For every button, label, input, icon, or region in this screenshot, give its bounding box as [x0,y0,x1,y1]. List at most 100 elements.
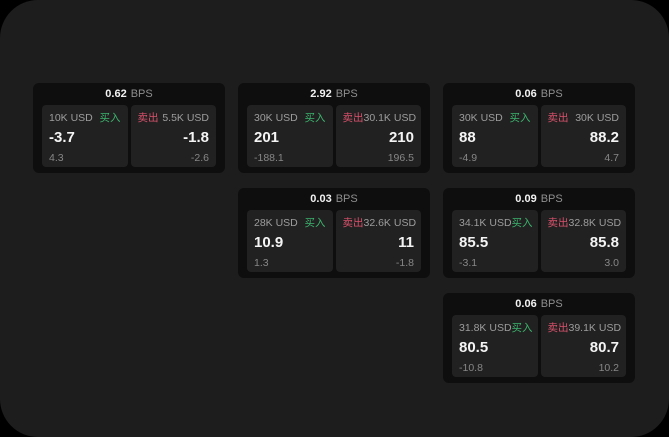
quote-card: 2.92 BPS 30K USD 买入 201 -188.1 卖出 30.1K … [238,83,430,173]
sell-panel-top: 卖出 5.5K USD [138,111,210,125]
bps-unit-label: BPS [540,298,563,310]
quote-panels: 34.1K USD 买入 85.5 -3.1 卖出 32.8K USD 85.8… [452,210,626,272]
sell-side-label: 卖出 [342,217,364,229]
buy-side-label: 买入 [304,217,326,229]
sell-amount: 30K USD [575,112,619,124]
sell-panel-top: 卖出 32.8K USD [547,216,622,230]
quote-panels: 30K USD 买入 88 -4.9 卖出 30K USD 88.2 4.7 [452,105,626,167]
buy-amount: 10K USD [49,112,93,124]
buy-price: 88 [459,129,476,146]
buy-sub-value: -188.1 [254,152,284,164]
bps-value: 0.06 [515,88,537,100]
sell-price: 210 [388,129,414,146]
bps-value: 2.92 [310,88,332,100]
sell-price: 88.2 [589,129,619,146]
sell-panel[interactable]: 卖出 30.1K USD 210 196.5 [335,105,421,167]
bps-header: 0.06 BPS [452,293,626,315]
buy-panel[interactable]: 28K USD 买入 10.9 1.3 [247,210,333,272]
sell-sub-value: -2.6 [190,152,209,164]
sell-panel[interactable]: 卖出 32.8K USD 85.8 3.0 [540,210,626,272]
buy-price: 201 [254,129,280,146]
buy-amount: 30K USD [459,112,503,124]
sell-sub-value: -1.8 [395,257,414,269]
buy-panel[interactable]: 10K USD 买入 -3.7 4.3 [42,105,128,167]
sell-panel[interactable]: 卖出 32.6K USD 11 -1.8 [335,210,421,272]
cards-grid: 0.62 BPS 10K USD 买入 -3.7 4.3 卖出 5.5K USD… [33,83,635,383]
buy-panel[interactable]: 30K USD 买入 201 -188.1 [247,105,333,167]
buy-amount: 34.1K USD [459,217,512,229]
sell-panel[interactable]: 卖出 39.1K USD 80.7 10.2 [540,315,626,377]
buy-sub-value: -4.9 [459,152,478,164]
quote-panels: 10K USD 买入 -3.7 4.3 卖出 5.5K USD -1.8 -2.… [42,105,216,167]
bps-header: 0.09 BPS [452,188,626,210]
quote-panels: 28K USD 买入 10.9 1.3 卖出 32.6K USD 11 -1.8 [247,210,421,272]
sell-panel-top: 卖出 32.6K USD [342,216,417,230]
buy-price: 80.5 [459,339,489,356]
quote-card: 0.03 BPS 28K USD 买入 10.9 1.3 卖出 32.6K US… [238,188,430,278]
sell-amount: 30.1K USD [363,112,417,124]
bps-header: 0.03 BPS [247,188,421,210]
sell-amount: 32.6K USD [363,217,417,229]
quote-card: 0.06 BPS 31.8K USD 买入 80.5 -10.8 卖出 39.1… [443,293,635,383]
bps-value: 0.09 [515,193,537,205]
bps-header: 0.62 BPS [42,83,216,105]
sell-panel[interactable]: 卖出 5.5K USD -1.8 -2.6 [130,105,216,167]
bps-value: 0.03 [310,193,332,205]
quote-card: 0.09 BPS 34.1K USD 买入 85.5 -3.1 卖出 32.8K… [443,188,635,278]
sell-amount: 39.1K USD [568,322,622,334]
buy-sub-value: 4.3 [49,152,64,164]
sell-side-label: 卖出 [137,112,159,124]
buy-price: 85.5 [459,234,489,251]
quote-panels: 30K USD 买入 201 -188.1 卖出 30.1K USD 210 1… [247,105,421,167]
sell-sub-value: 4.7 [604,152,619,164]
bps-value: 0.06 [515,298,537,310]
buy-panel[interactable]: 30K USD 买入 88 -4.9 [452,105,538,167]
buy-panel-top: 30K USD 买入 [254,111,326,125]
buy-sub-value: -3.1 [459,257,478,269]
sell-sub-value: 10.2 [598,362,619,374]
buy-price: 10.9 [254,234,284,251]
quote-card: 0.06 BPS 30K USD 买入 88 -4.9 卖出 30K USD 8… [443,83,635,173]
sell-panel-top: 卖出 39.1K USD [547,321,622,335]
buy-sub-value: -10.8 [459,362,483,374]
sell-price: -1.8 [183,129,209,146]
buy-panel-top: 10K USD 买入 [49,111,121,125]
quote-card: 0.62 BPS 10K USD 买入 -3.7 4.3 卖出 5.5K USD… [33,83,225,173]
bps-unit-label: BPS [540,88,563,100]
sell-price: 80.7 [589,339,619,356]
bps-unit-label: BPS [540,193,563,205]
buy-panel-top: 31.8K USD 买入 [459,321,533,335]
quote-panels: 31.8K USD 买入 80.5 -10.8 卖出 39.1K USD 80.… [452,315,626,377]
buy-side-label: 买入 [509,112,531,124]
buy-side-label: 买入 [99,112,121,124]
bps-unit-label: BPS [130,88,153,100]
buy-side-label: 买入 [304,112,326,124]
sell-amount: 32.8K USD [568,217,622,229]
buy-side-label: 买入 [511,322,533,334]
sell-side-label: 卖出 [547,217,569,229]
sell-amount: 5.5K USD [162,112,209,124]
buy-sub-value: 1.3 [254,257,269,269]
buy-panel-top: 28K USD 买入 [254,216,326,230]
sell-price: 85.8 [589,234,619,251]
buy-panel-top: 30K USD 买入 [459,111,531,125]
buy-panel-top: 34.1K USD 买入 [459,216,533,230]
sell-side-label: 卖出 [547,112,569,124]
sell-side-label: 卖出 [342,112,364,124]
sell-side-label: 卖出 [547,322,569,334]
bps-value: 0.62 [105,88,127,100]
sell-panel-top: 卖出 30K USD [548,111,620,125]
sell-panel[interactable]: 卖出 30K USD 88.2 4.7 [540,105,626,167]
buy-panel[interactable]: 34.1K USD 买入 85.5 -3.1 [452,210,538,272]
sell-price: 11 [398,234,414,251]
bps-unit-label: BPS [335,193,358,205]
buy-panel[interactable]: 31.8K USD 买入 80.5 -10.8 [452,315,538,377]
sell-panel-top: 卖出 30.1K USD [342,111,417,125]
buy-side-label: 买入 [511,217,533,229]
bps-header: 0.06 BPS [452,83,626,105]
buy-amount: 30K USD [254,112,298,124]
bps-header: 2.92 BPS [247,83,421,105]
sell-sub-value: 196.5 [387,152,414,164]
bps-unit-label: BPS [335,88,358,100]
